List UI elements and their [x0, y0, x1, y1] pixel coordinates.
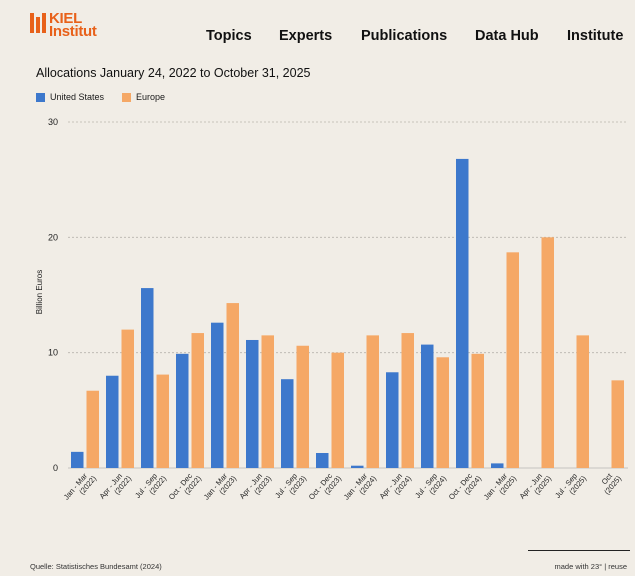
- x-tick-label: Jul - Sep(2023): [273, 468, 308, 505]
- x-tick-label: Apr - Jun(2023): [238, 468, 274, 506]
- bar-us[interactable]: [386, 372, 399, 468]
- y-tick-label: 0: [53, 463, 58, 473]
- x-tick-label: Apr - Jun(2025): [518, 468, 554, 506]
- legend-item-europe[interactable]: Europe: [122, 92, 165, 102]
- x-tick-label: Apr - Jun(2022): [98, 468, 134, 506]
- nav-publications[interactable]: Publications: [361, 28, 448, 44]
- bar-europe[interactable]: [611, 380, 625, 468]
- x-tick-label: Jan - Mar(2023): [202, 468, 239, 507]
- x-tick-label: Jul - Sep(2022): [133, 468, 168, 505]
- bar-us[interactable]: [316, 453, 329, 468]
- bar-us[interactable]: [421, 344, 434, 468]
- bar-us[interactable]: [71, 451, 84, 468]
- bar-europe[interactable]: [436, 357, 450, 468]
- x-tick-label: Jan - Mar(2024): [342, 468, 379, 507]
- y-tick-label: 30: [48, 117, 58, 127]
- chart-legend: United States Europe: [36, 92, 183, 102]
- site-header: KIEL Institut Topics Experts Publication…: [0, 0, 635, 56]
- nav-data-hub[interactable]: Data Hub: [475, 28, 539, 44]
- bar-us[interactable]: [106, 375, 119, 468]
- x-tick-label: Oct - Dec(2022): [167, 468, 204, 507]
- bar-us[interactable]: [141, 288, 154, 468]
- chart-title: Allocations January 24, 2022 to October …: [36, 66, 311, 80]
- logo-line-1: KIEL: [49, 10, 82, 27]
- bar-europe[interactable]: [261, 335, 275, 468]
- bar-us[interactable]: [281, 379, 294, 468]
- nav-experts[interactable]: Experts: [279, 28, 333, 44]
- grid-layer: 0 10 20 30: [48, 117, 628, 473]
- logo-mark-icon: [30, 13, 46, 33]
- x-tick-label: Jul - Sep(2025): [553, 468, 588, 505]
- x-tick-label: Jul - Sep(2024): [413, 468, 448, 505]
- nav-topics[interactable]: Topics: [206, 28, 252, 44]
- y-tick-label: 20: [48, 232, 58, 242]
- bar-europe[interactable]: [226, 303, 240, 468]
- bar-us[interactable]: [176, 353, 189, 468]
- x-tick-labels: Jan - Mar(2022) Apr - Jun(2022) Jul - Sep(…: [62, 468, 624, 507]
- bar-europe[interactable]: [86, 390, 100, 468]
- kiel-institut-logo[interactable]: KIEL Institut: [30, 10, 97, 40]
- bar-europe[interactable]: [191, 333, 205, 468]
- legend-label-europe: Europe: [136, 92, 166, 102]
- y-tick-label: 10: [48, 348, 58, 358]
- legend-swatch-us: [36, 92, 45, 102]
- bar-europe[interactable]: [156, 374, 170, 468]
- bar-europe[interactable]: [121, 329, 135, 468]
- bar-europe[interactable]: [296, 345, 310, 468]
- legend-swatch-europe: [122, 92, 132, 102]
- bar-us[interactable]: [456, 158, 469, 468]
- bars-layer: [71, 158, 625, 468]
- bar-europe[interactable]: [471, 353, 485, 468]
- bar-us[interactable]: [211, 322, 224, 468]
- bar-europe[interactable]: [506, 252, 520, 468]
- logo-line-2: Institut: [49, 23, 97, 40]
- y-axis-label: Billion Euros: [35, 270, 44, 314]
- x-tick-label: Oct(2025): [596, 468, 624, 496]
- legend-item-us[interactable]: United States: [36, 92, 104, 102]
- made-with-link[interactable]: made with 23° | reuse: [554, 562, 627, 571]
- bar-europe[interactable]: [366, 335, 380, 468]
- x-tick-label: Apr - Jun(2024): [378, 468, 414, 506]
- footer-divider: [528, 550, 630, 551]
- legend-label-us: United States: [50, 92, 105, 102]
- bar-europe[interactable]: [331, 352, 345, 468]
- x-tick-label: Oct - Dec(2024): [447, 468, 484, 507]
- source-note: Quelle: Statistisches Bundesamt (2024): [30, 562, 162, 571]
- bar-us[interactable]: [491, 463, 504, 468]
- x-tick-label: Jan - Mar(2022): [62, 468, 99, 507]
- bar-us[interactable]: [246, 339, 259, 468]
- x-tick-label: Jan - Mar(2025): [482, 468, 519, 507]
- bar-europe[interactable]: [576, 335, 590, 468]
- bar-europe[interactable]: [541, 237, 555, 468]
- bar-us[interactable]: [351, 465, 364, 468]
- nav-institute[interactable]: Institute: [567, 28, 624, 44]
- bar-europe[interactable]: [401, 333, 415, 468]
- x-tick-label: Oct - Dec(2023): [307, 468, 344, 507]
